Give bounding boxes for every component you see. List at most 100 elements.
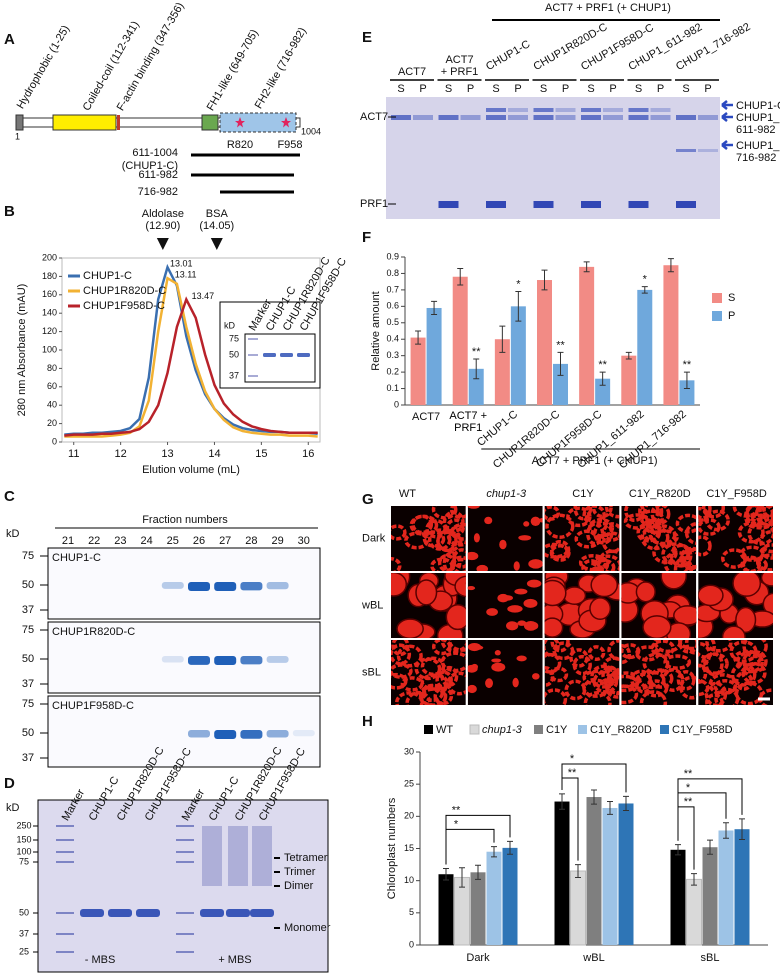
actin-band	[508, 115, 528, 120]
monomer-band	[250, 909, 274, 917]
chloroplast-cell	[396, 618, 424, 638]
fraction-label: P	[562, 83, 569, 95]
error-bar	[667, 258, 674, 273]
profilin-band	[486, 201, 506, 208]
profilin-band	[628, 201, 649, 208]
monomer-band	[108, 909, 132, 917]
error-bar	[473, 358, 480, 380]
chloroplast-cluster	[518, 535, 532, 541]
fraction-label: P	[657, 83, 664, 95]
species-label: Trimer	[284, 866, 316, 878]
chloroplast-ring	[396, 644, 423, 668]
domain-label: FH1-like (649-705)	[205, 28, 261, 113]
chloroplast-cell	[635, 581, 656, 603]
legend-label: CHUP1F958D-C	[83, 300, 165, 312]
construct-label: 611-982	[138, 169, 178, 181]
bar	[470, 872, 486, 945]
chloroplast-ring	[435, 670, 453, 690]
species-label: Monomer	[284, 922, 331, 934]
error-bar	[723, 822, 729, 839]
chloroplast-ring	[607, 640, 620, 661]
bar	[734, 829, 750, 945]
x-tick-label-box: ACT7 + PRF1	[449, 410, 487, 434]
error-bar	[623, 795, 629, 812]
chloroplast-ring	[684, 640, 697, 655]
error-bar	[583, 261, 590, 273]
chloroplast-ring	[663, 550, 692, 571]
chloroplast-cluster	[506, 621, 519, 631]
significance: *	[686, 782, 691, 794]
bar	[718, 830, 734, 945]
domain-label: FH2-like (716-982)	[253, 26, 309, 111]
fraction-label: S	[445, 83, 452, 95]
chloroplast-cell	[698, 584, 724, 607]
chloroplast-ring	[642, 652, 670, 675]
inset-marker: 75	[229, 333, 239, 343]
x-tick-label: wBL	[582, 952, 604, 964]
chloroplast-ring	[591, 555, 610, 571]
chup1-band	[508, 108, 528, 112]
chloroplast-ring	[653, 640, 682, 654]
chloroplast-ring	[414, 657, 442, 681]
band	[214, 582, 237, 591]
x-tick-label: 11	[68, 448, 79, 460]
error-bar	[675, 844, 681, 856]
chloroplast-ring	[391, 557, 402, 571]
chloroplast-ring	[572, 654, 592, 676]
group-label: ACT7	[398, 66, 426, 78]
bar	[579, 266, 595, 405]
bar	[702, 847, 718, 945]
error-bar	[475, 864, 481, 880]
chloroplast-ring	[411, 514, 434, 535]
band	[214, 656, 237, 665]
y-tick-label: 0	[52, 436, 57, 446]
y-tick-label: 30	[404, 746, 414, 756]
y-tick-label: 180	[42, 271, 57, 281]
x-tick-label: Dark	[466, 952, 490, 964]
error-bar	[641, 286, 648, 294]
chloroplast-cluster	[484, 516, 493, 525]
error-bar	[415, 330, 422, 345]
chloroplast-cluster	[485, 678, 493, 689]
chloroplast-ring	[391, 640, 410, 657]
micrograph-bg	[467, 640, 543, 705]
oligomer-smear	[228, 826, 248, 886]
fraction-number: 26	[193, 535, 205, 547]
band	[214, 730, 237, 739]
standard-name: Aldolase	[142, 208, 184, 220]
legend-swatch	[660, 725, 669, 734]
chup1-band	[555, 108, 576, 112]
actin-band	[391, 115, 411, 120]
chloroplast-cluster	[491, 658, 502, 663]
micrograph	[391, 640, 466, 705]
chloroplast-cluster	[516, 655, 527, 662]
marker-label: 37	[22, 604, 34, 616]
chloroplast-cluster	[507, 605, 523, 613]
condition-label: + MBS	[218, 954, 251, 966]
band	[266, 730, 289, 738]
chloroplast-cluster	[473, 533, 480, 543]
oligomer-smear	[202, 826, 222, 886]
chloroplast-ring	[650, 640, 676, 658]
legend-swatch	[578, 725, 587, 734]
error-bar	[431, 300, 438, 316]
y-tick-label: 10	[404, 875, 414, 885]
actin-band	[581, 115, 601, 120]
y-tick-label: 20	[404, 811, 414, 821]
monomer-band	[80, 909, 104, 917]
chloroplast-cell	[445, 604, 466, 631]
gel-label: CHUP1R820D-C	[52, 626, 135, 638]
fraction-label: S	[540, 83, 547, 95]
chloroplast-cell	[454, 575, 466, 598]
significance: **	[452, 804, 461, 816]
chloroplast-cluster	[528, 559, 543, 569]
actin-band	[698, 115, 718, 120]
chloroplast-cluster	[467, 684, 477, 694]
y-tick-label: 15	[404, 843, 414, 853]
y-axis-label: Relative amount	[370, 291, 382, 371]
panel-letter: D	[4, 775, 15, 792]
mutation-label: R820	[227, 139, 253, 151]
chloroplast-cell	[590, 573, 619, 598]
chloroplast-ring	[737, 521, 765, 544]
chloroplast-ring	[739, 545, 765, 562]
